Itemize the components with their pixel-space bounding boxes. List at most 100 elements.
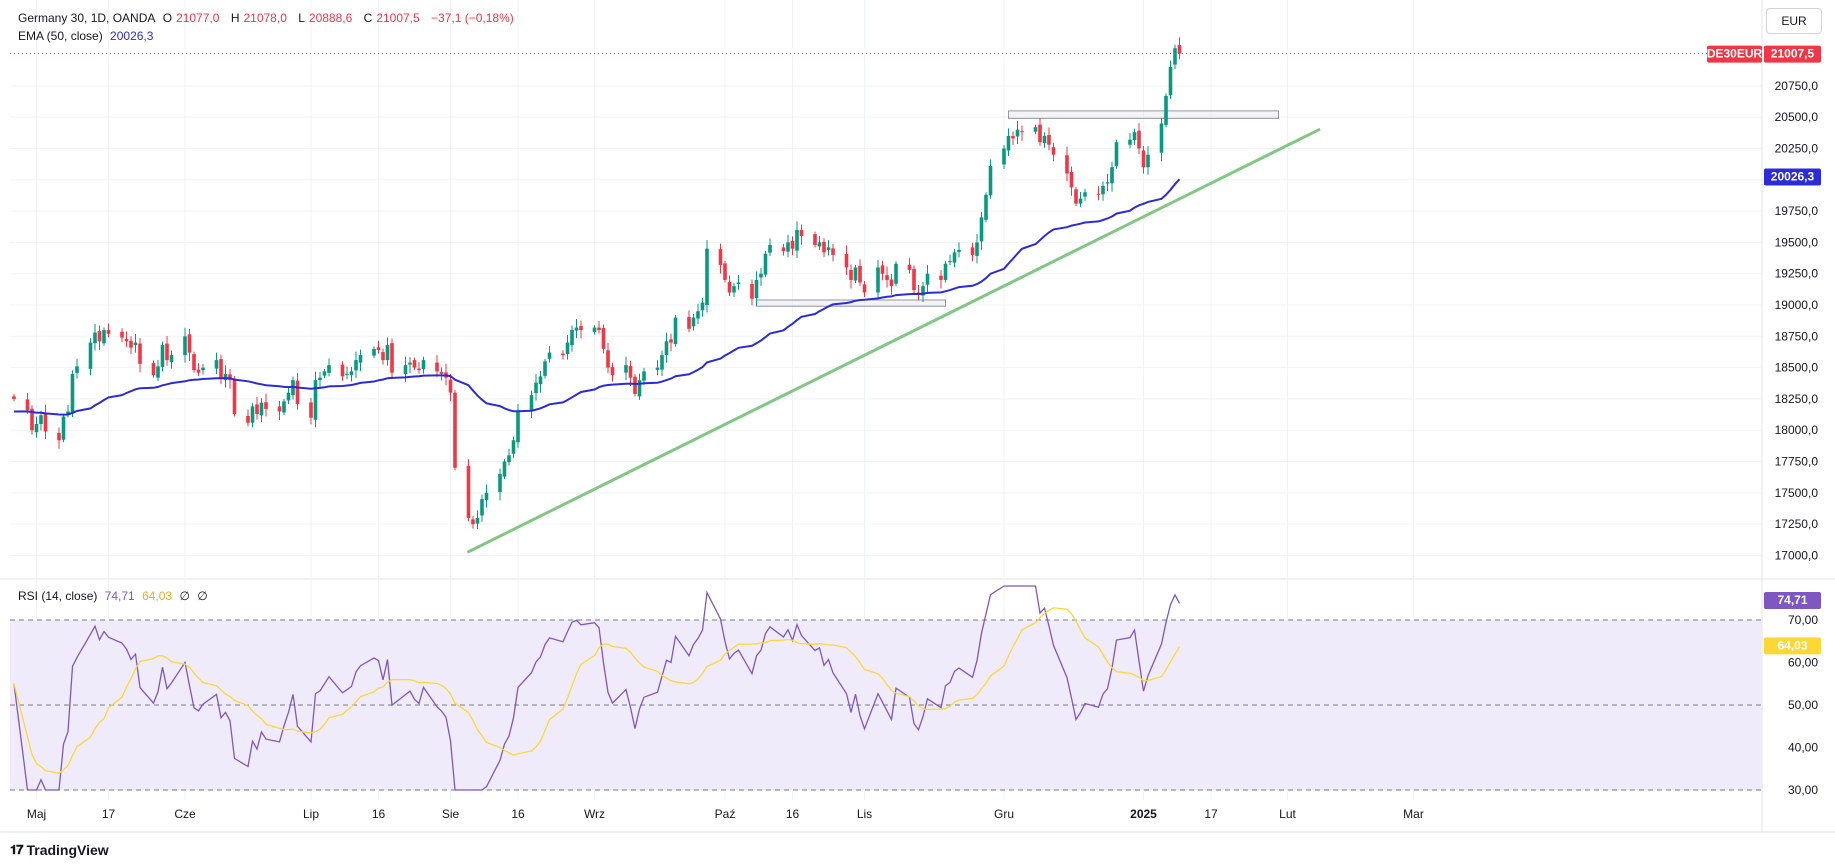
candle bbox=[138, 338, 142, 373]
candle-body bbox=[624, 365, 628, 373]
candle-body bbox=[637, 380, 642, 397]
candle-body bbox=[421, 360, 426, 370]
candle bbox=[858, 259, 862, 286]
candle bbox=[165, 336, 169, 366]
candle bbox=[705, 240, 709, 313]
rsi-value: 74,71 bbox=[104, 589, 135, 603]
candle bbox=[970, 242, 975, 262]
candle bbox=[822, 238, 826, 257]
tradingview-logo[interactable]: 𝟏𝟕 TradingView bbox=[10, 842, 109, 858]
candle-body bbox=[34, 423, 39, 433]
candle-body bbox=[471, 519, 475, 525]
candle bbox=[885, 266, 889, 288]
rsi-ma-value-tag-text: 64,03 bbox=[1777, 638, 1807, 652]
candle bbox=[957, 242, 961, 258]
candle bbox=[921, 281, 925, 302]
candle bbox=[1047, 127, 1051, 151]
candle-body bbox=[196, 369, 201, 373]
candle bbox=[813, 231, 817, 248]
candle-body bbox=[408, 362, 412, 365]
candle bbox=[570, 325, 574, 352]
candle bbox=[894, 261, 898, 287]
candle-body bbox=[30, 408, 34, 431]
rsi-ma-value-tag-bg bbox=[1764, 637, 1821, 655]
candle bbox=[408, 357, 412, 374]
candle-body bbox=[295, 380, 300, 404]
last-price-tag: 21007,5 bbox=[1764, 45, 1821, 63]
candle-body bbox=[862, 284, 867, 293]
candle bbox=[610, 362, 615, 382]
symbol-tag: DE30EUR bbox=[1707, 45, 1763, 63]
candle-body bbox=[831, 248, 835, 255]
candle-body bbox=[975, 242, 979, 256]
candle-body bbox=[759, 273, 763, 278]
price-tick-label: 18250,0 bbox=[1775, 392, 1819, 406]
rsi-axis: 30,00 40,00 50,00 60,00 70,00 bbox=[1788, 613, 1818, 797]
candle bbox=[448, 374, 453, 402]
candle-body bbox=[795, 229, 799, 251]
candle-body bbox=[921, 286, 925, 296]
candle-body bbox=[75, 366, 79, 373]
candle bbox=[1096, 186, 1101, 201]
candle bbox=[984, 192, 988, 223]
candle-body bbox=[138, 343, 142, 364]
candle-body bbox=[957, 249, 961, 252]
candle-body bbox=[93, 332, 97, 344]
candle bbox=[889, 273, 894, 295]
candle-body bbox=[1042, 135, 1047, 144]
candle-body bbox=[61, 416, 66, 440]
candle bbox=[876, 259, 880, 298]
candle-body bbox=[313, 380, 318, 420]
candle bbox=[642, 367, 646, 386]
candle bbox=[313, 371, 318, 428]
candle bbox=[498, 468, 502, 501]
time-tick-label: Wrz bbox=[584, 807, 605, 821]
candle-body bbox=[160, 345, 165, 367]
candle bbox=[318, 372, 322, 389]
candle-body bbox=[448, 379, 453, 393]
candle bbox=[1015, 121, 1020, 144]
candle bbox=[1177, 37, 1182, 60]
candle-body bbox=[642, 371, 646, 381]
candle-body bbox=[286, 392, 291, 401]
candle bbox=[349, 366, 354, 382]
candle bbox=[660, 350, 664, 377]
candle-body bbox=[1114, 142, 1119, 167]
candle bbox=[831, 243, 835, 262]
candle bbox=[736, 274, 741, 290]
candle bbox=[1132, 128, 1137, 145]
candle-body bbox=[817, 242, 822, 247]
candle bbox=[624, 356, 628, 381]
price-tick-label: 19500,0 bbox=[1775, 235, 1819, 249]
candle bbox=[534, 374, 538, 401]
candle bbox=[597, 321, 601, 334]
candle bbox=[66, 404, 70, 418]
candle-body bbox=[1033, 127, 1038, 132]
open-value: 21077,0 bbox=[176, 11, 220, 25]
symbol-tag-bg bbox=[1707, 45, 1762, 63]
candle-body bbox=[516, 411, 520, 443]
candle-body bbox=[453, 392, 457, 468]
candle bbox=[1042, 132, 1047, 148]
currency-button[interactable]: EUR bbox=[1766, 8, 1822, 34]
candle bbox=[507, 448, 511, 466]
candle-body bbox=[943, 263, 948, 280]
candle-body bbox=[133, 342, 138, 346]
candle-body bbox=[187, 334, 192, 353]
candle-body bbox=[417, 368, 421, 371]
candle bbox=[1137, 123, 1141, 154]
candle-body bbox=[57, 432, 61, 441]
candle bbox=[768, 238, 772, 257]
rsi-tick-label: 60,00 bbox=[1788, 656, 1818, 670]
rsi-label: RSI (14, close) bbox=[18, 589, 98, 603]
rsi-tick-label: 50,00 bbox=[1788, 698, 1818, 712]
candle bbox=[120, 328, 124, 343]
candle bbox=[385, 337, 390, 366]
candle-body bbox=[691, 317, 696, 327]
candle-body bbox=[561, 353, 565, 356]
candle bbox=[43, 404, 48, 440]
candle-body bbox=[165, 343, 169, 361]
candle-body bbox=[192, 354, 196, 371]
price-tick-label: 20750,0 bbox=[1775, 79, 1819, 93]
